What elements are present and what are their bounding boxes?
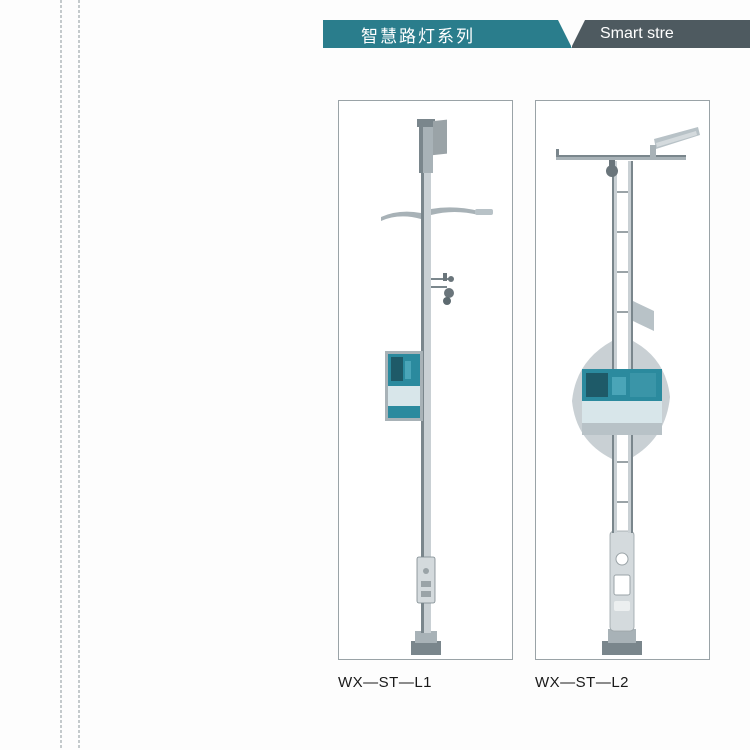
- page-divider-2: [78, 0, 80, 750]
- product-grid: WX—ST—L1: [338, 100, 710, 691]
- section-title-cn: 智慧路灯系列: [323, 20, 558, 48]
- product-illustration: [338, 100, 513, 660]
- streetlight-l1-svg: [339, 101, 514, 661]
- section-header: 智慧路灯系列 Smart stre: [323, 20, 750, 48]
- product-card: WX—ST—L2: [535, 100, 710, 691]
- page-divider-1: [60, 0, 62, 750]
- section-title-en: Smart stre: [572, 20, 750, 48]
- product-card: WX—ST—L1: [338, 100, 513, 691]
- product-illustration: [535, 100, 710, 660]
- streetlight-l2-svg: [536, 101, 711, 661]
- product-model: WX—ST—L2: [535, 674, 710, 691]
- product-model: WX—ST—L1: [338, 674, 513, 691]
